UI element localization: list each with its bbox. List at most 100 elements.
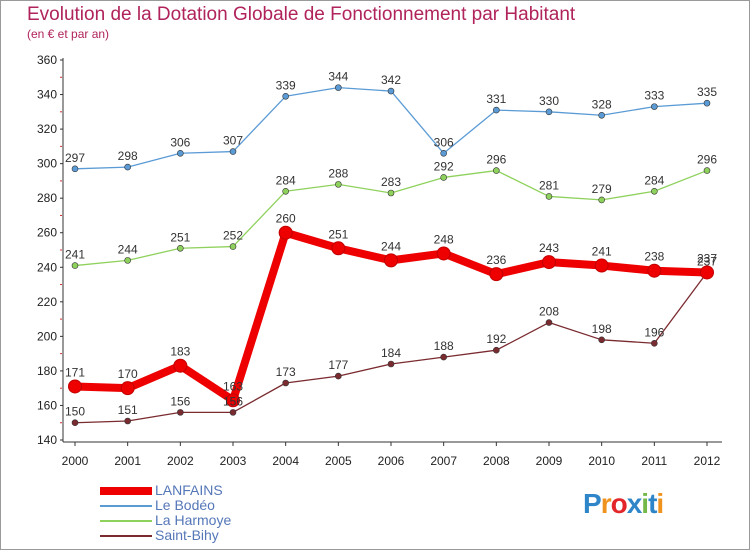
legend-label-saint-bihy: Saint-Bihy	[155, 527, 219, 543]
data-point-le-bod-o	[598, 111, 605, 119]
x-tick-label: 2004	[272, 454, 299, 468]
data-point-le-bod-o	[440, 149, 447, 157]
x-tick-label: 2012	[694, 454, 721, 468]
legend-swatch-saint-bihy	[100, 535, 152, 537]
x-tick-label: 2000	[62, 454, 89, 468]
data-point-saint-bihy	[177, 409, 184, 416]
data-point-saint-bihy	[598, 336, 605, 344]
data-point-saint-bihy	[282, 379, 289, 387]
data-point-saint-bihy	[335, 372, 342, 380]
data-point-le-bod-o	[177, 149, 184, 157]
x-tick-label: 2006	[378, 454, 405, 468]
data-point-lanfains	[700, 265, 714, 280]
y-tick-label: 260	[37, 226, 57, 240]
legend-swatch-le-bodeo	[100, 505, 152, 507]
data-label-saint-bihy: 156	[223, 394, 243, 408]
data-label-le-bod-o: 339	[276, 78, 296, 92]
data-point-la-harmoye	[177, 244, 184, 252]
data-point-la-harmoye	[545, 193, 553, 200]
data-point-lanfains	[489, 267, 504, 282]
data-label-la-harmoye: 244	[118, 242, 138, 256]
proxiti-logo: Proxiti	[583, 488, 664, 520]
data-label-la-harmoye: 281	[539, 178, 559, 192]
data-point-la-harmoye	[598, 196, 605, 204]
data-label-lanfains: 237	[697, 251, 717, 265]
data-label-la-harmoye: 241	[65, 248, 85, 262]
data-label-le-bod-o: 328	[592, 97, 612, 111]
logo-letter: r	[600, 488, 612, 519]
data-label-lanfains: 236	[486, 253, 506, 267]
data-label-lanfains: 260	[276, 212, 296, 226]
data-point-lanfains	[331, 241, 346, 256]
x-tick-label: 2003	[220, 454, 247, 468]
data-label-lanfains: 244	[381, 239, 401, 253]
data-label-la-harmoye: 292	[434, 159, 454, 173]
data-label-lanfains: 238	[644, 250, 664, 264]
data-label-le-bod-o: 330	[539, 94, 559, 108]
data-label-saint-bihy: 188	[434, 339, 454, 353]
series-layer	[68, 84, 714, 427]
y-tick-label: 160	[37, 398, 57, 412]
data-label-saint-bihy: 198	[592, 322, 612, 336]
data-label-lanfains: 163	[223, 379, 243, 393]
data-point-saint-bihy	[387, 360, 395, 368]
chart-title: Evolution de la Dotation Globale de Fonc…	[27, 4, 576, 25]
data-point-saint-bihy	[651, 339, 658, 347]
data-point-le-bod-o	[703, 99, 711, 107]
data-label-lanfains: 183	[170, 345, 190, 359]
data-label-la-harmoye: 252	[223, 229, 243, 243]
data-point-la-harmoye	[229, 243, 237, 250]
data-point-le-bod-o	[493, 106, 500, 114]
y-tick-label: 340	[37, 88, 57, 102]
data-label-la-harmoye: 288	[328, 166, 348, 180]
data-point-saint-bihy	[493, 346, 500, 354]
y-tick-label: 280	[37, 191, 57, 205]
data-label-lanfains: 171	[65, 365, 85, 379]
logo-letter: t	[648, 488, 657, 519]
data-point-lanfains	[173, 358, 188, 373]
x-tick-label: 2011	[641, 454, 667, 468]
data-label-la-harmoye: 283	[381, 175, 401, 189]
data-point-la-harmoye	[651, 187, 658, 195]
logo-letter: P	[583, 488, 602, 519]
data-point-le-bod-o	[387, 87, 395, 95]
data-label-le-bod-o: 306	[434, 135, 454, 149]
data-label-lanfains: 248	[434, 232, 454, 246]
logo-letter: x	[626, 488, 643, 519]
data-point-saint-bihy	[71, 419, 79, 427]
data-point-le-bod-o	[545, 108, 553, 116]
data-label-le-bod-o: 335	[697, 85, 717, 99]
data-point-lanfains	[120, 381, 135, 396]
y-tick-label: 240	[37, 260, 57, 274]
data-point-le-bod-o	[124, 163, 131, 171]
x-tick-label: 2010	[588, 454, 615, 468]
data-point-lanfains	[647, 263, 662, 278]
legend-label-lanfains: LANFAINS	[155, 482, 223, 498]
data-point-lanfains	[436, 246, 451, 261]
data-point-lanfains	[68, 379, 82, 394]
data-point-le-bod-o	[335, 84, 342, 91]
data-label-saint-bihy: 192	[486, 332, 506, 346]
y-tick-label: 320	[37, 122, 57, 136]
legend-label-le-bodeo: Le Bodéo	[155, 497, 215, 513]
legend-label-la-harmoye: La Harmoye	[155, 512, 232, 528]
data-point-la-harmoye	[282, 187, 289, 195]
data-label-saint-bihy: 237	[697, 254, 717, 268]
data-point-le-bod-o	[229, 148, 237, 155]
data-point-la-harmoye	[71, 262, 79, 269]
data-point-lanfains	[594, 258, 609, 273]
data-label-la-harmoye: 279	[592, 182, 612, 196]
data-point-le-bod-o	[282, 92, 289, 100]
y-tick-label: 300	[37, 157, 57, 171]
y-tick-label: 200	[37, 329, 57, 343]
data-label-saint-bihy: 196	[644, 325, 664, 339]
data-point-la-harmoye	[440, 174, 447, 181]
data-label-la-harmoye: 251	[170, 230, 190, 244]
data-point-lanfains	[542, 255, 556, 270]
data-point-le-bod-o	[71, 165, 79, 173]
data-label-le-bod-o: 297	[65, 151, 85, 165]
x-tick-label: 2002	[167, 454, 194, 468]
data-label-lanfains: 243	[539, 241, 559, 255]
